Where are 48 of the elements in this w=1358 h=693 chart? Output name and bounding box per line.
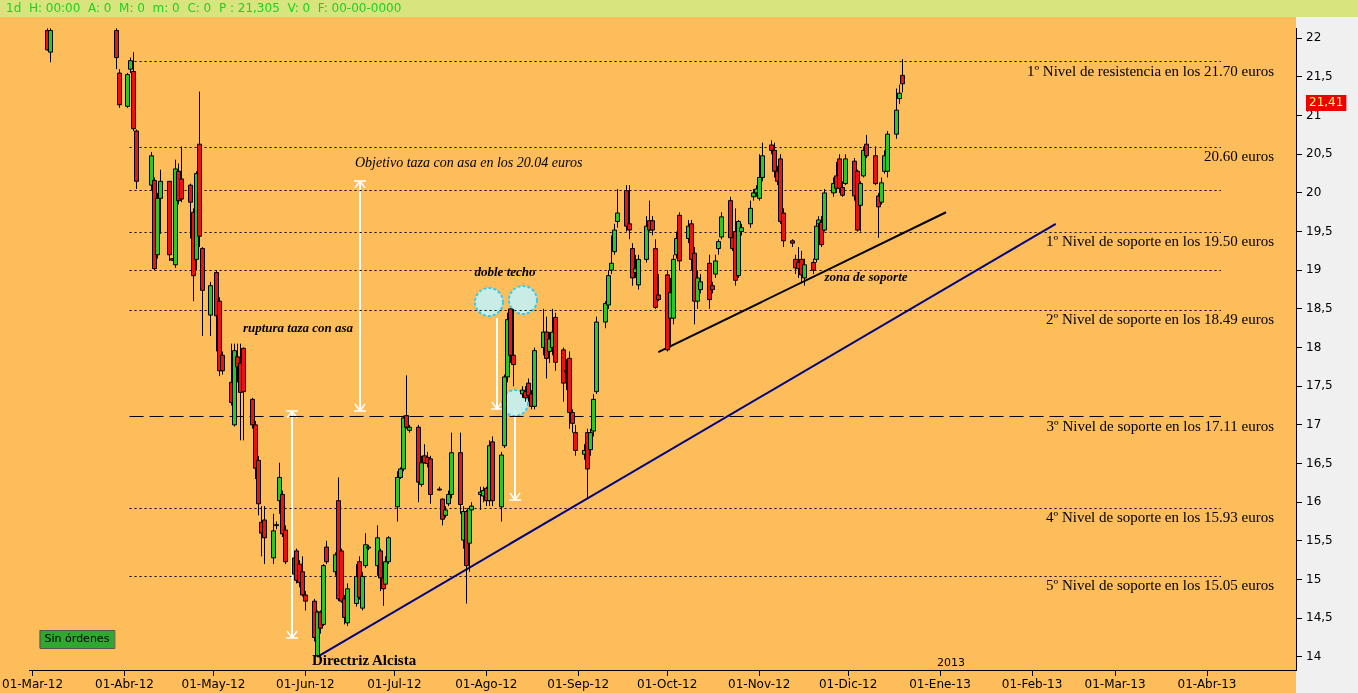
x-tick-label: 01-Jun-12 [276,677,335,692]
y-tick-label: 18 [1306,339,1322,354]
text: 21,41 [1309,95,1344,110]
ref-line-label: 3º Nivel de soporte en los 17.11 euros [1046,417,1275,434]
y-tick-label: 21,5 [1306,69,1333,84]
y-tick-label: 22 [1306,30,1322,45]
x-tick-label: 01-Feb-13 [1001,677,1063,692]
annotation: 2013 [937,656,965,670]
y-tick-label: 17 [1306,417,1322,431]
candlestick [428,455,433,505]
annotation: doble techo [474,264,537,280]
x-tick-label: 01-Abr-12 [95,677,154,692]
x-tick-label: 01-Nov-12 [728,677,791,692]
ref-line-label: 20.60 euros [1204,147,1275,164]
x-tick-label: 01-Sep-12 [547,677,610,692]
y-tick-label: 20 [1306,185,1322,200]
y-tick-label: 19 [1306,262,1322,277]
y-tick-label: 16 [1306,494,1322,509]
y-tick-label: 15 [1306,571,1322,586]
chart-title: 1d H: 00:00 A: 0 M: 0 m: 0 C: 0 P : 21,305 V: 0 F: 00-00-0000 [0,0,1358,17]
x-tick-label: 01-Ago-12 [455,677,518,692]
y-tick-label: 14 [1306,648,1322,663]
y-tick-label: 18,5 [1306,301,1333,316]
x-tick-label: 01-Mar-12 [2,677,64,692]
x-tick-label: 01-Oct-12 [637,677,698,692]
annotation: Directriz Alcista [311,651,417,668]
ref-line-label: 5º Nivel de soporte en los 15.05 euros [1046,577,1275,594]
ref-line-label: 1º Nivel de soporte en los 19.50 euros [1046,233,1275,249]
ref-line-label: 4º Nivel de soporte en los 15.93 euros [1046,509,1275,526]
ref-line-label: 1º Nivel de resistencia en los 21.70 euros [1026,62,1275,79]
ref-line-label: 2º Nivel de soporte en los 18.49 euros [1046,311,1275,328]
y-tick-label: 17,5 [1306,378,1333,393]
y-tick-label: 15,5 [1306,532,1333,547]
annotation: zona de soporte [823,269,908,285]
x-tick-label: 01-Dic-12 [818,677,878,692]
x-tick-label: 01-May-12 [181,677,246,692]
y-tick-label: 14,5 [1306,610,1333,625]
x-tick-label: 01-Abr-13 [1177,677,1237,692]
annotation: ruptura taza con asa [242,320,354,336]
x-tick-label: 01-Mar-13 [1084,677,1146,692]
x-tick-label: 01-Jul-12 [367,677,422,692]
y-tick-label: 19,5 [1306,223,1333,238]
candlestick [48,28,53,63]
annotation: Sin órdenes [44,631,110,645]
annotation: Objetivo taza con asa en los 20.04 euros [355,154,583,170]
y-tick-label: 20,5 [1306,146,1333,161]
x-tick-label: 01-Ene-13 [909,677,971,692]
y-tick-label: 16,5 [1306,455,1333,470]
